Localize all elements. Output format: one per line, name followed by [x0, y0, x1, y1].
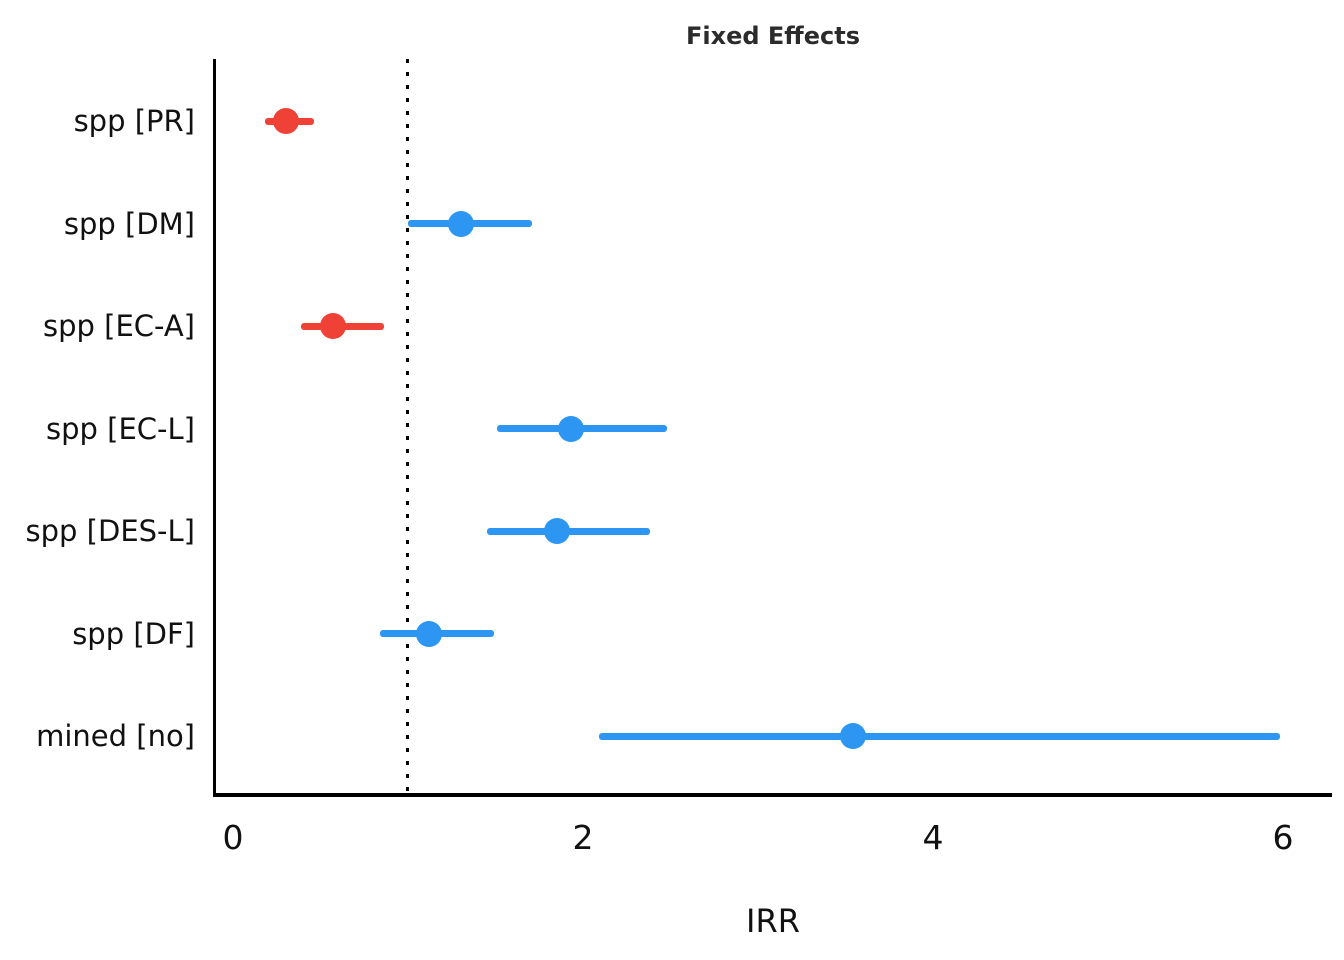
row-label: spp [DF] [72, 616, 195, 651]
x-tick-label: 0 [222, 818, 244, 857]
y-axis-line [213, 59, 216, 796]
estimate-point [557, 415, 584, 442]
estimate-point [839, 723, 866, 749]
ci-line [598, 732, 1280, 740]
x-tick-label: 2 [572, 818, 594, 857]
row-label: spp [EC-L] [46, 411, 195, 446]
row-label: spp [PR] [73, 104, 195, 138]
reference-line [406, 59, 409, 793]
row-label: mined [no] [36, 719, 195, 753]
x-tick-label: 6 [1272, 818, 1294, 857]
row-label: spp [DES-L] [25, 514, 195, 548]
x-tick-label: 4 [922, 818, 944, 857]
estimate-point [447, 210, 474, 237]
row-label: spp [EC-A] [42, 309, 195, 343]
estimate-point [416, 620, 442, 647]
x-axis-label: IRR [746, 902, 800, 940]
estimate-point [272, 108, 299, 134]
chart-title: Fixed Effects [685, 22, 860, 50]
x-axis-line [213, 793, 1332, 797]
row-label: spp [DM] [63, 206, 195, 241]
estimate-point [319, 313, 346, 339]
estimate-point [543, 518, 570, 544]
